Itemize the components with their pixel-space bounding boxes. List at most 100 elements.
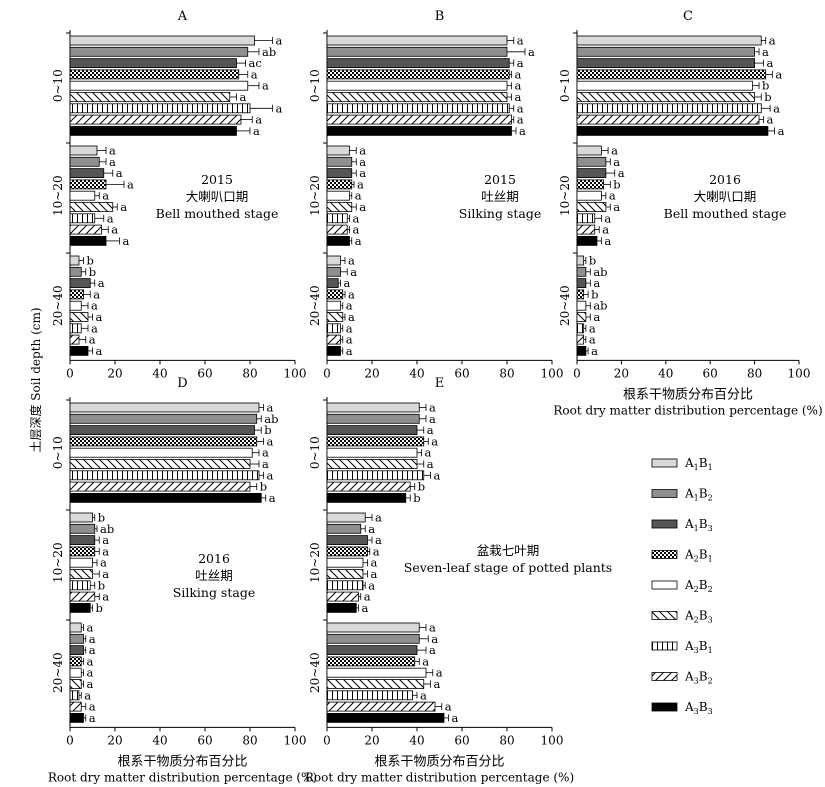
bar-a3b1	[69, 213, 96, 224]
significance-label: a	[429, 412, 436, 426]
significance-label: a	[120, 200, 127, 214]
bar-a2b2	[69, 667, 82, 678]
bar-a2b2	[576, 190, 602, 201]
significance-label: a	[102, 567, 109, 581]
significance-label: a	[359, 200, 366, 214]
significance-label: ab	[593, 299, 607, 313]
bar-a1b1	[69, 402, 260, 413]
panel-letter: A	[177, 9, 188, 24]
bar-a2b2	[69, 190, 96, 201]
bar-a3b3	[326, 235, 350, 246]
bar-a2b2	[576, 80, 753, 91]
stage-annotation: Bell mouthed stage	[156, 206, 279, 221]
bar-a1b1	[69, 512, 93, 523]
bar-a3b1	[576, 103, 762, 114]
bar-a1b1	[576, 145, 602, 156]
significance-label: a	[618, 166, 625, 180]
significance-label: a	[353, 223, 360, 237]
significance-label: ab	[593, 265, 607, 279]
bar-a3b3	[576, 345, 587, 356]
legend-swatch-a3b1	[651, 641, 678, 651]
significance-label: a	[276, 101, 283, 115]
significance-label: a	[766, 113, 773, 127]
bar-a2b3	[576, 312, 587, 322]
stage-annotation: 大喇叭口期	[694, 189, 757, 204]
legend-swatch-a2b1	[651, 550, 678, 559]
bar-a2b2	[326, 80, 508, 91]
bar-a2b1	[326, 436, 425, 447]
depth-label: 10~20	[51, 542, 65, 583]
x-tick-label: 20	[364, 366, 379, 380]
bar-a2b2	[326, 300, 341, 311]
bar-a2b3	[326, 92, 508, 102]
bar-a2b1	[576, 69, 767, 80]
x-tick-label: 80	[242, 733, 257, 747]
significance-label: a	[431, 632, 438, 646]
significance-label: b	[98, 511, 105, 525]
legend: A1B1 A1B2 A1B3 A2B1 A2B2 A2B3 A3B1 A3B2 A3B3	[651, 456, 713, 716]
depth-label: 0~10	[51, 69, 65, 102]
stage-annotation: 吐丝期	[481, 189, 519, 204]
significance-label: a	[267, 434, 274, 448]
stage-annotation: 2016	[198, 551, 230, 566]
depth-label: 20~40	[308, 652, 322, 693]
significance-label: a	[346, 333, 353, 347]
bar-a1b3	[576, 168, 607, 179]
bar-a3b3	[326, 492, 407, 503]
x-tick-label: 0	[66, 366, 74, 380]
bar-a2b3	[69, 679, 82, 689]
bar-a3b2	[576, 334, 585, 345]
depth-label: 20~40	[308, 285, 322, 326]
bar-a1b2	[326, 156, 353, 167]
significance-label: a	[109, 144, 116, 158]
significance-label: a	[762, 45, 769, 59]
significance-label: a	[517, 34, 524, 48]
significance-label: a	[240, 90, 247, 104]
bar-a3b1	[326, 580, 364, 591]
bar-a3b2	[326, 701, 436, 712]
panel-letter: D	[177, 376, 187, 391]
x-axis-label-cn: 根系干物质分布百分比	[117, 754, 247, 769]
significance-label: a	[368, 578, 375, 592]
x-tick-label: 40	[152, 366, 167, 380]
legend-label: A3B1	[684, 639, 713, 655]
bar-a2b1	[326, 69, 510, 80]
bar-a1b2	[326, 523, 362, 534]
significance-label: a	[96, 310, 103, 324]
bar-a2b1	[326, 656, 416, 667]
significance-label: a	[346, 344, 353, 358]
significance-label: a	[262, 446, 269, 460]
significance-label: a	[517, 113, 524, 127]
bar-a1b2	[576, 266, 587, 277]
x-tick-label: 80	[747, 366, 762, 380]
significance-label: a	[373, 544, 380, 558]
x-tick-label: 40	[152, 733, 167, 747]
bar-a1b1	[69, 35, 255, 46]
bar-a2b1	[69, 656, 82, 667]
significance-label: a	[368, 522, 375, 536]
legend-label: A1B2	[684, 487, 713, 503]
x-tick-label: 80	[499, 733, 514, 747]
significance-label: b	[89, 265, 96, 279]
significance-label: ab	[262, 45, 276, 59]
bar-a2b1	[326, 179, 353, 190]
x-tick-label: 60	[197, 733, 212, 747]
depth-label: 20~40	[51, 652, 65, 693]
x-tick-label: 100	[541, 366, 564, 380]
significance-label: a	[100, 556, 107, 570]
significance-label: a	[123, 234, 130, 248]
bar-a1b2	[69, 156, 100, 167]
bar-a1b2	[326, 633, 420, 644]
significance-label: a	[528, 45, 535, 59]
x-axis-label-cn: 根系干物质分布百分比	[623, 387, 753, 402]
bar-a1b3	[326, 425, 418, 436]
bar-a2b3	[69, 92, 231, 102]
significance-label: a	[452, 711, 459, 725]
significance-label: b	[264, 423, 271, 437]
stage-annotation: Seven-leaf stage of potted plants	[404, 560, 612, 575]
bar-a3b1	[326, 213, 348, 224]
bar-a2b3	[326, 679, 425, 689]
bar-a3b2	[69, 591, 96, 602]
bar-a3b1	[326, 323, 341, 334]
significance-label: b	[418, 480, 425, 494]
